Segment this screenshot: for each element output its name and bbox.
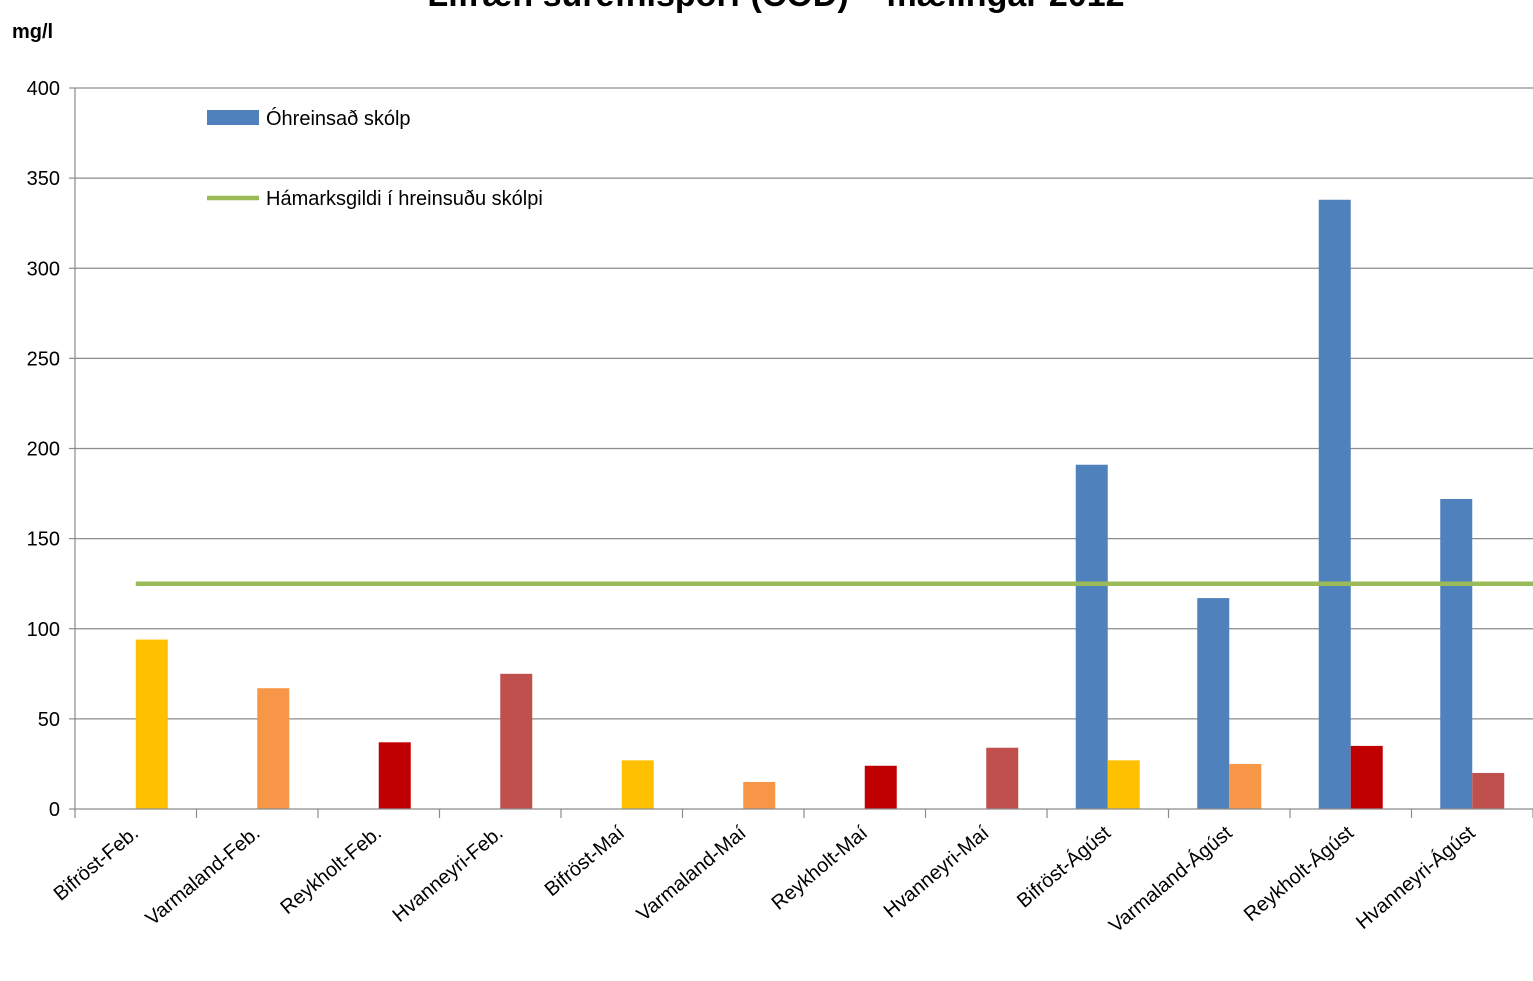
legend-label-untreated: Óhreinsað skólp <box>266 107 411 130</box>
y-tick-label: 250 <box>27 348 60 370</box>
bars <box>135 199 1505 809</box>
y-tick-label: 50 <box>38 709 60 731</box>
bar-untreated <box>1075 464 1108 809</box>
chart-title: Lífræn súrefnisþörf (COD) – mælingar 201… <box>427 0 1124 14</box>
bar-treated <box>864 765 897 809</box>
y-tick-label: 150 <box>27 529 60 551</box>
x-tick-label: Varmaland-Maí <box>633 822 751 926</box>
bar-treated <box>743 781 776 809</box>
y-tick-label: 350 <box>27 168 60 190</box>
bar-treated <box>1229 763 1262 809</box>
bar-treated <box>378 742 411 809</box>
gridlines <box>75 87 1533 720</box>
x-tick-label: Hvanneyri-Ágúst <box>1351 821 1479 934</box>
bar-treated <box>986 747 1019 809</box>
legend-swatch-untreated <box>207 110 259 125</box>
x-tick-label: Bifröst-Feb. <box>50 822 143 905</box>
bar-treated <box>135 639 168 809</box>
bar-treated <box>1350 745 1383 809</box>
bar-treated <box>621 760 654 809</box>
bar-treated <box>257 688 290 809</box>
bar-untreated <box>1197 598 1230 809</box>
x-tick-label: Bifröst-Maí <box>541 822 630 901</box>
x-tick-label: Varmaland-Feb. <box>142 822 265 930</box>
y-tick-label: 200 <box>27 439 60 461</box>
bar-treated <box>1107 760 1140 809</box>
y-tick-label: 0 <box>49 799 60 821</box>
x-tick-label: Reykholt-Maí <box>768 822 873 915</box>
x-tick-label: Varmaland-Ágúst <box>1104 821 1236 937</box>
bar-untreated <box>1440 498 1473 809</box>
legend-label-threshold: Hámarksgildi í hreinsuðu skólpi <box>266 188 543 210</box>
bar-untreated <box>1318 199 1351 809</box>
x-tick-label: Reykholt-Feb. <box>276 822 386 919</box>
bar-treated <box>500 673 533 809</box>
y-axis-label: mg/l <box>12 21 53 43</box>
x-tick-label: Hvanneyri-Feb. <box>389 822 508 927</box>
y-tick-label: 400 <box>27 78 60 100</box>
x-tick-label: Reykholt-Ágúst <box>1239 821 1358 926</box>
x-tick-label: Hvanneyri-Maí <box>880 822 994 923</box>
axes: 050100150200250300350400Bifröst-Feb.Varm… <box>27 78 1533 937</box>
bar-treated <box>1472 772 1505 809</box>
y-tick-label: 100 <box>27 619 60 641</box>
y-tick-label: 300 <box>27 258 60 280</box>
x-tick-label: Bifröst-Ágúst <box>1012 821 1115 912</box>
legend: Óhreinsað skólp Hámarksgildi í hreinsuðu … <box>207 107 543 210</box>
